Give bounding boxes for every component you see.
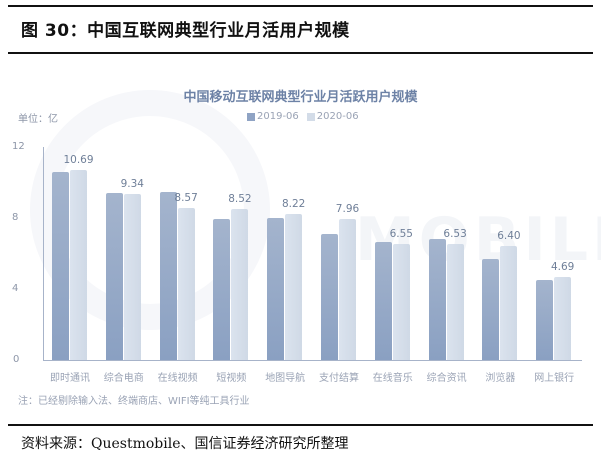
x-axis <box>43 360 582 361</box>
data-label: 7.96 <box>335 202 360 215</box>
data-label: 8.22 <box>281 198 306 211</box>
data-label: 10.69 <box>63 154 94 167</box>
legend-label-2020: 2020-06 <box>316 111 359 122</box>
bar-2019-7 <box>428 239 446 360</box>
bar-2019-9 <box>536 279 554 360</box>
source-text: 资料来源：Questmobile、国信证券经济研究所整理 <box>21 436 349 452</box>
bar-2020-7 <box>446 244 464 360</box>
data-label: 6.53 <box>443 228 467 241</box>
unit-label: 单位：亿 <box>18 114 58 125</box>
bar-2020-4 <box>285 214 303 360</box>
bar-2020-0 <box>70 170 87 360</box>
y-tick-0: 0 <box>13 354 20 365</box>
y-tick-8: 8 <box>12 212 19 223</box>
data-label: 6.55 <box>389 227 413 240</box>
legend-item-2020: 2020-06 <box>306 111 359 122</box>
legend-item-2019: 2019-06 <box>247 111 299 122</box>
x-tick-label: 综合电商 <box>103 373 144 384</box>
y-tick-12: 12 <box>12 141 25 152</box>
data-label: 9.34 <box>120 178 144 191</box>
chart-note: 注：已经剔除输入法、终端商店、WIFI等纯工具行业 <box>18 396 250 407</box>
x-tick-label: 地图导航 <box>265 373 306 384</box>
data-label: 6.40 <box>497 230 521 243</box>
x-tick-label: 浏览器 <box>485 373 516 384</box>
chart-title: 中国移动互联网典型行业月活跃用户规模 <box>183 90 418 105</box>
figure-title: 图 30：中国互联网典型行业月活用户规模 <box>21 21 350 41</box>
bar-2019-6 <box>374 241 392 360</box>
bar-2020-6 <box>392 243 410 360</box>
bar-2019-4 <box>267 218 285 360</box>
bar-2020-2 <box>177 207 195 360</box>
x-tick-label: 即时通讯 <box>50 373 90 384</box>
legend-swatch-2020-icon <box>306 112 315 121</box>
bar-2020-9 <box>554 276 572 360</box>
bar-2019-0 <box>52 171 69 360</box>
bar-2019-8 <box>482 258 500 360</box>
data-label: 8.52 <box>228 192 252 205</box>
bar-2019-1 <box>105 193 123 360</box>
top-rule <box>8 5 593 7</box>
bar-2020-3 <box>231 208 249 360</box>
bar-2019-5 <box>321 233 338 360</box>
y-tick-4: 4 <box>12 283 19 294</box>
data-label: 4.69 <box>550 260 575 273</box>
y-axis <box>43 147 44 360</box>
data-label: 8.57 <box>174 191 198 204</box>
bar-2020-5 <box>339 218 356 360</box>
legend: 2019-06 2020-06 <box>247 111 359 122</box>
legend-label-2019: 2019-06 <box>257 111 299 122</box>
bar-2020-8 <box>500 246 518 360</box>
x-tick-label: 在线音乐 <box>372 373 413 384</box>
x-tick-label: 支付结算 <box>319 373 359 384</box>
legend-swatch-2019-icon <box>247 112 255 121</box>
x-tick-label: 网上银行 <box>534 373 575 384</box>
x-tick-label: 综合资讯 <box>426 373 467 384</box>
x-tick-label: 在线视频 <box>157 373 198 384</box>
x-tick-label: 短视频 <box>216 373 247 384</box>
bar-2019-3 <box>213 218 231 360</box>
bar-2020-1 <box>123 194 141 360</box>
title-rule <box>8 52 593 54</box>
bar-2019-2 <box>159 192 177 360</box>
source-rule <box>8 424 593 426</box>
